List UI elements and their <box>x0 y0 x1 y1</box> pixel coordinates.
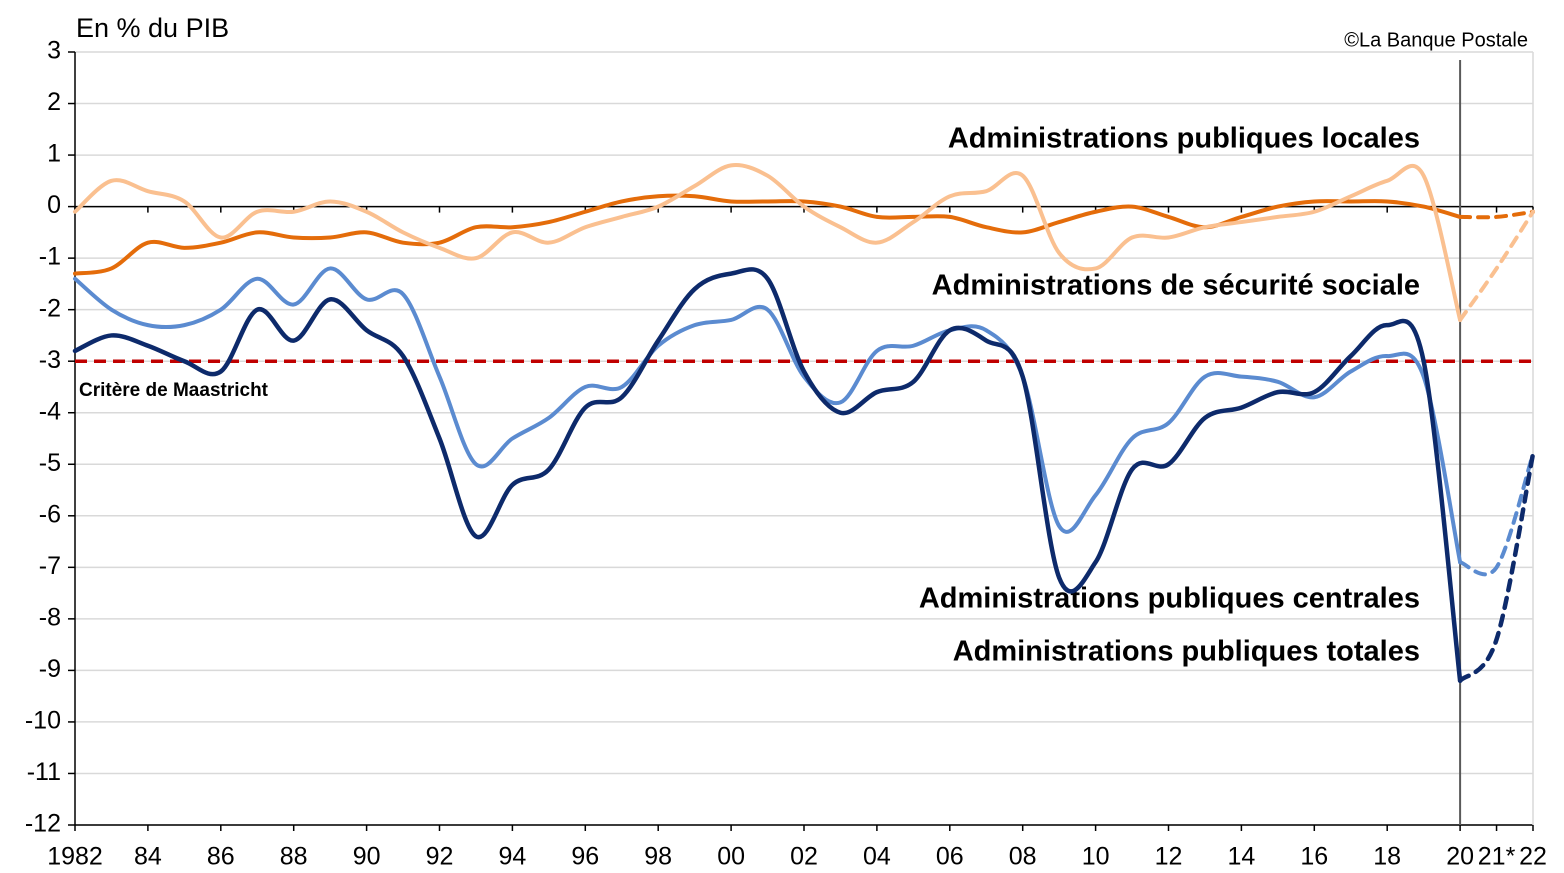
x-tick-label: 14 <box>1227 843 1255 871</box>
y-axis-title: En % du PIB <box>76 13 229 43</box>
x-tick-label: 88 <box>280 843 308 871</box>
x-tick-label: 96 <box>571 843 599 871</box>
y-tick-label: 1 <box>47 140 61 168</box>
x-tick-label: 12 <box>1155 843 1183 871</box>
y-tick-label: -9 <box>39 655 61 683</box>
y-tick-label: -10 <box>25 707 61 735</box>
x-tick-label: 1982 <box>47 843 103 871</box>
series-label: Administrations de sécurité sociale <box>932 270 1420 302</box>
series-line <box>72 267 1463 683</box>
series-line-forecast <box>1458 209 1535 220</box>
x-tick-label: 20 <box>1446 843 1474 871</box>
y-tick-label: -11 <box>27 758 61 786</box>
series-line <box>73 266 1463 565</box>
x-tick-label: 86 <box>207 843 235 871</box>
y-tick-label: -8 <box>39 603 61 631</box>
series-line-forecast <box>1458 209 1535 322</box>
y-tick-label: -4 <box>39 397 61 425</box>
x-tick-label: 02 <box>790 843 818 871</box>
y-tick-label: 0 <box>47 191 61 219</box>
y-tick-label: -6 <box>39 500 61 528</box>
x-tick-label: 00 <box>717 843 745 871</box>
source: ©La Banque Postale <box>1344 29 1528 51</box>
y-tick-label: -5 <box>39 449 61 477</box>
x-tick-label: 92 <box>426 843 454 871</box>
y-tick-label: 3 <box>47 37 61 65</box>
x-tick-label: 90 <box>353 843 381 871</box>
series-label: Administrations publiques centrales <box>919 583 1420 615</box>
x-tick-label: 06 <box>936 843 964 871</box>
y-tick-label: -2 <box>39 294 61 322</box>
y-tick-label: -12 <box>25 810 61 838</box>
series-line-forecast <box>1458 451 1535 577</box>
series-label: Administrations publiques totales <box>953 636 1420 668</box>
x-tick-label: 21* <box>1478 843 1516 871</box>
y-tick-label: -3 <box>39 346 61 374</box>
series-label: Administrations publiques locales <box>948 123 1420 155</box>
x-tick-label: 84 <box>134 843 162 871</box>
y-tick-label: 2 <box>47 88 61 116</box>
x-tick-label: 10 <box>1082 843 1110 871</box>
y-tick-label: -7 <box>39 552 61 580</box>
series-line <box>73 193 1463 276</box>
x-tick-label: 08 <box>1009 843 1037 871</box>
x-tick-label: 18 <box>1373 843 1401 871</box>
y-tick-label: -1 <box>39 243 61 271</box>
x-tick-label: 22 <box>1519 843 1547 871</box>
series-line <box>73 163 1463 322</box>
x-tick-label: 98 <box>644 843 672 871</box>
series-line-forecast <box>1457 451 1536 683</box>
x-tick-label: 94 <box>498 843 526 871</box>
reference-label: Critère de Maastricht <box>79 380 269 401</box>
x-tick-label: 16 <box>1300 843 1328 871</box>
x-tick-label: 04 <box>863 843 891 871</box>
